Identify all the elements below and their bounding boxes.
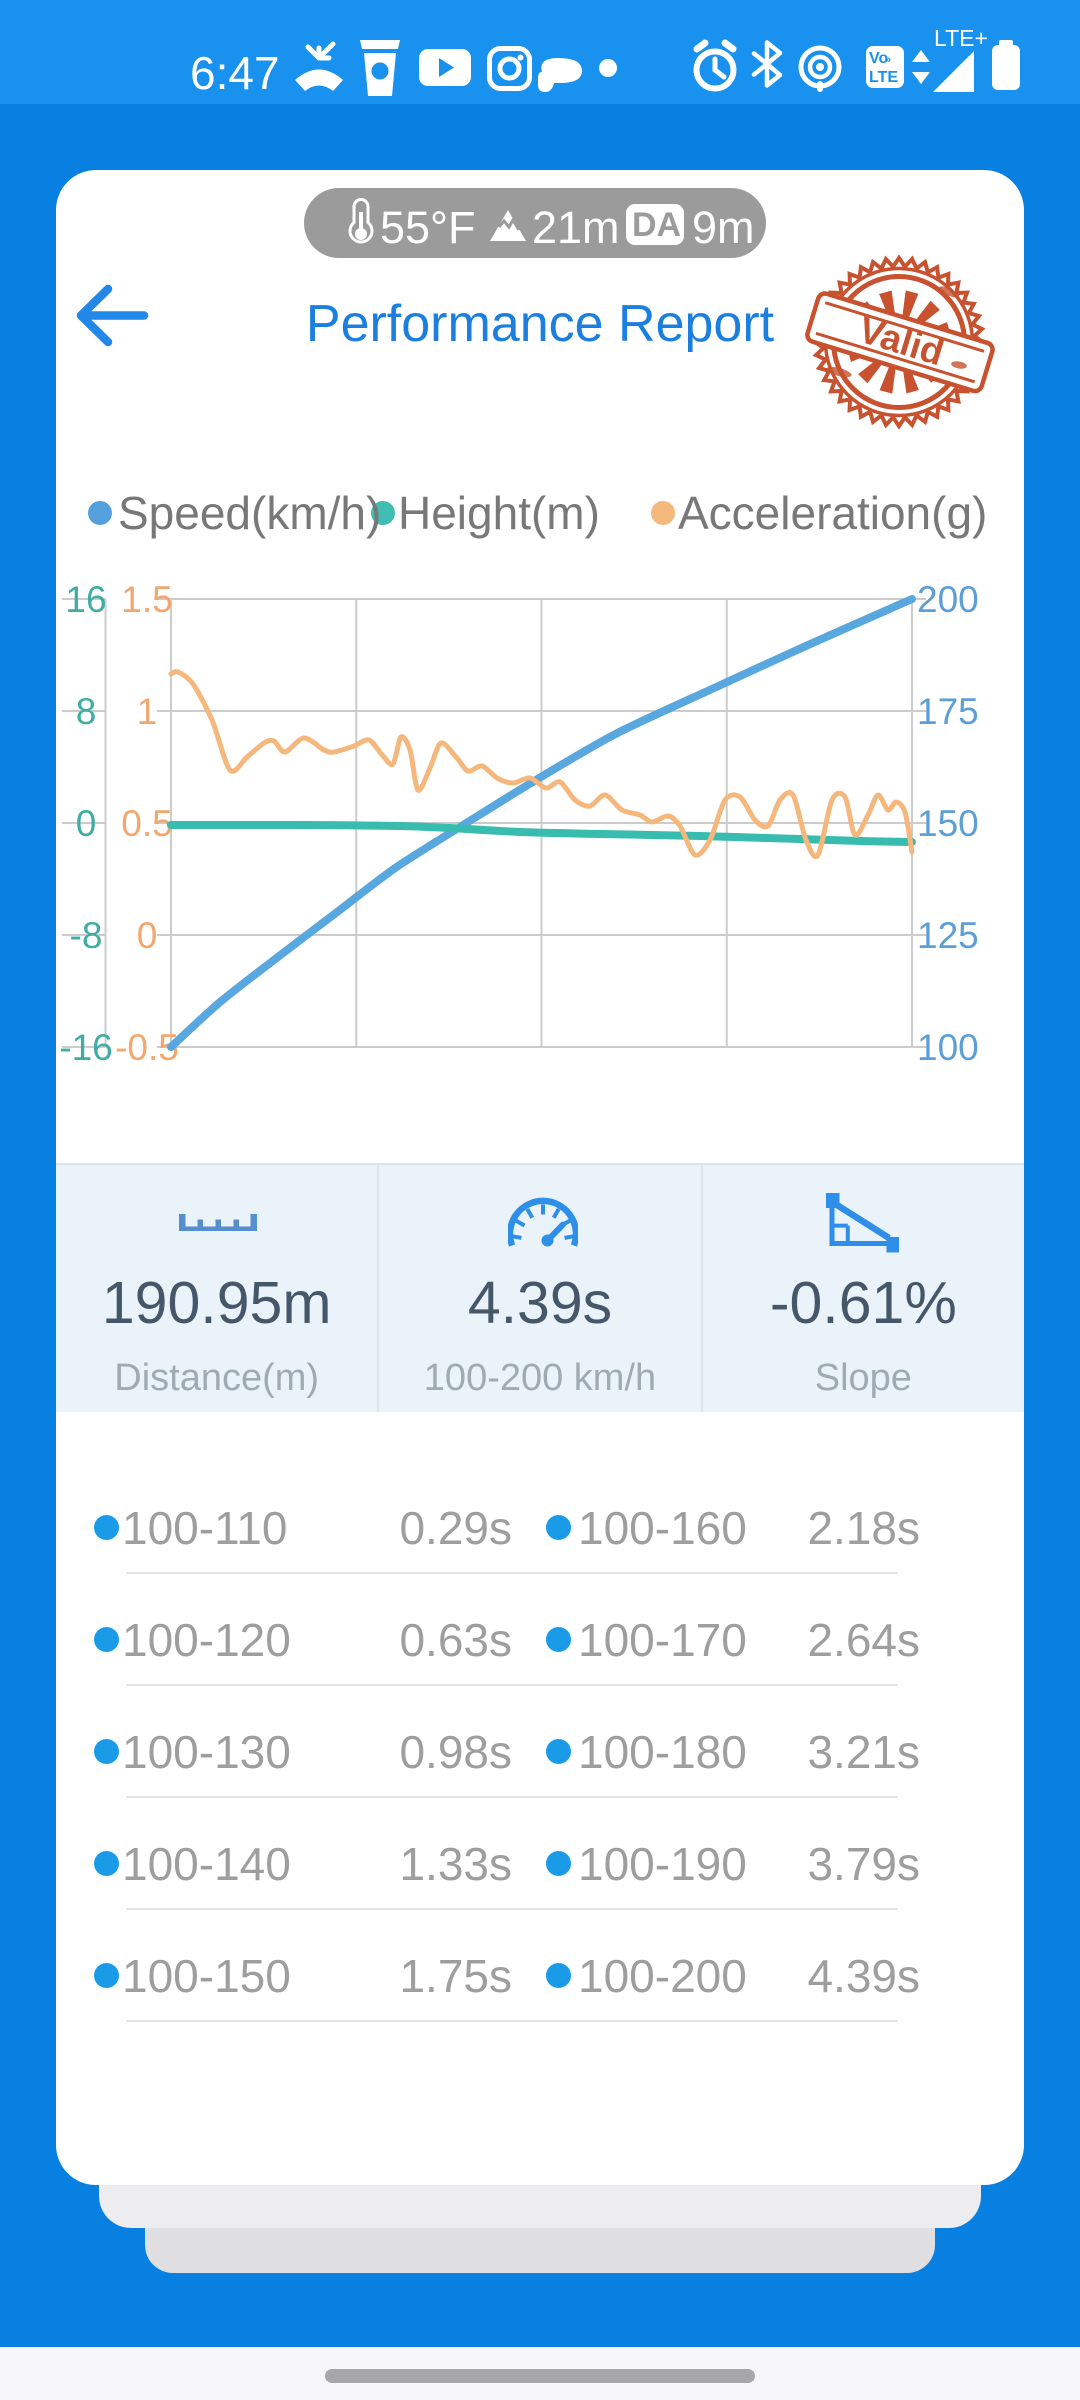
svg-text:-8: -8 — [70, 915, 103, 956]
svg-text:LTE+: LTE+ — [934, 25, 988, 51]
svg-text:LTE: LTE — [869, 69, 898, 86]
svg-text:200: 200 — [917, 579, 979, 620]
svg-text:Vo»: Vo» — [869, 50, 891, 67]
svg-text:175: 175 — [917, 691, 979, 732]
svg-text:-16: -16 — [59, 1027, 112, 1068]
svg-text:100: 100 — [917, 1027, 979, 1068]
svg-text:150: 150 — [917, 803, 979, 844]
svg-text:8: 8 — [76, 691, 97, 732]
svg-text:0: 0 — [137, 915, 158, 956]
svg-text:Speed(km/h): Speed(km/h) — [118, 488, 381, 539]
svg-text:1: 1 — [137, 691, 158, 732]
svg-text:Acceleration(g): Acceleration(g) — [678, 488, 987, 539]
svg-text:DA: DA — [632, 206, 681, 244]
svg-text:0: 0 — [76, 803, 97, 844]
svg-text:16: 16 — [65, 579, 106, 620]
svg-text:Height(m): Height(m) — [398, 488, 600, 539]
svg-text:125: 125 — [917, 915, 979, 956]
svg-text:0.5: 0.5 — [121, 803, 172, 844]
svg-text:1.5: 1.5 — [121, 579, 172, 620]
